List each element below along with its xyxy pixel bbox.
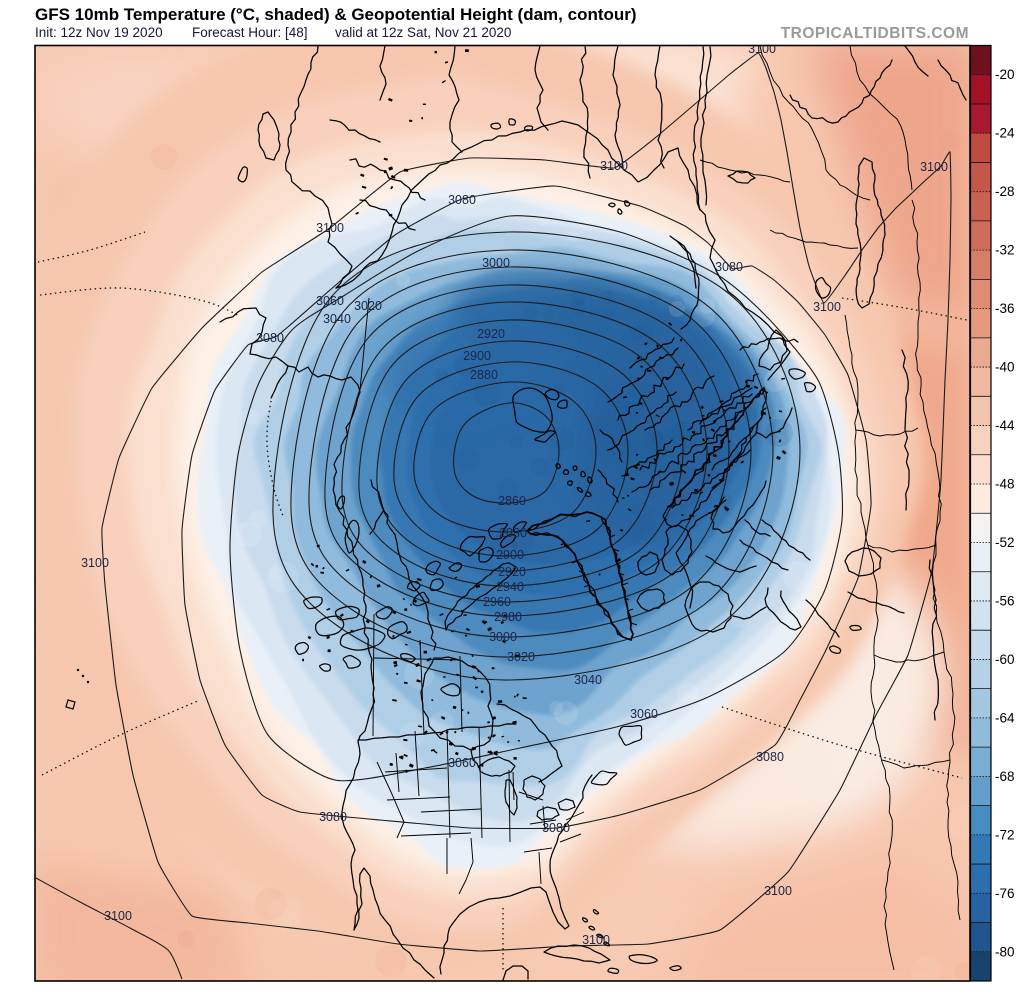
svg-text:3080: 3080 — [542, 821, 570, 835]
svg-text:3060: 3060 — [630, 707, 658, 721]
svg-text:2880: 2880 — [499, 526, 527, 540]
svg-text:-68: -68 — [995, 769, 1015, 784]
svg-text:3100: 3100 — [582, 933, 610, 947]
svg-text:2880: 2880 — [470, 368, 498, 382]
svg-text:-80: -80 — [995, 944, 1015, 959]
svg-text:2900: 2900 — [463, 349, 491, 363]
svg-text:3020: 3020 — [354, 299, 382, 313]
svg-text:3080: 3080 — [715, 260, 743, 274]
svg-text:3080: 3080 — [448, 193, 476, 207]
svg-text:-52: -52 — [995, 535, 1015, 550]
svg-text:3100: 3100 — [104, 909, 132, 923]
svg-text:-44: -44 — [995, 418, 1015, 433]
svg-text:3080: 3080 — [256, 331, 284, 345]
svg-text:3100: 3100 — [764, 884, 792, 898]
svg-text:2860: 2860 — [498, 494, 526, 508]
svg-text:3100: 3100 — [600, 159, 628, 173]
svg-text:-32: -32 — [995, 243, 1015, 258]
svg-text:2900: 2900 — [496, 548, 524, 562]
svg-text:3100: 3100 — [81, 556, 109, 570]
svg-text:-64: -64 — [995, 710, 1015, 725]
svg-text:-48: -48 — [995, 477, 1015, 492]
svg-text:-40: -40 — [995, 360, 1015, 375]
svg-text:3000: 3000 — [489, 630, 517, 644]
svg-text:-20: -20 — [995, 67, 1015, 82]
svg-text:-36: -36 — [995, 301, 1015, 316]
svg-text:3060: 3060 — [316, 294, 344, 308]
svg-text:-56: -56 — [995, 594, 1015, 609]
svg-text:TROPICALTIDBITS.COM: TROPICALTIDBITS.COM — [781, 25, 969, 42]
svg-text:3100: 3100 — [813, 300, 841, 314]
svg-text:-28: -28 — [995, 184, 1015, 199]
svg-text:-72: -72 — [995, 827, 1015, 842]
svg-text:3100: 3100 — [316, 221, 344, 235]
svg-text:3100: 3100 — [920, 160, 948, 174]
svg-text:3020: 3020 — [507, 650, 535, 664]
svg-text:-76: -76 — [995, 886, 1015, 901]
svg-text:3100: 3100 — [748, 42, 776, 56]
svg-text:3060: 3060 — [448, 756, 476, 770]
svg-text:2920: 2920 — [498, 565, 526, 579]
svg-text:3080: 3080 — [319, 810, 347, 824]
svg-text:GFS 10mb Temperature (°C, shad: GFS 10mb Temperature (°C, shaded) & Geop… — [35, 5, 637, 24]
svg-text:3040: 3040 — [323, 312, 351, 326]
svg-text:3080: 3080 — [756, 750, 784, 764]
svg-text:2980: 2980 — [494, 610, 522, 624]
svg-text:-60: -60 — [995, 652, 1015, 667]
svg-text:2920: 2920 — [477, 327, 505, 341]
svg-text:2960: 2960 — [483, 595, 511, 609]
svg-text:-24: -24 — [995, 126, 1015, 141]
svg-text:3000: 3000 — [482, 256, 510, 270]
svg-text:3040: 3040 — [574, 673, 602, 687]
svg-text:2940: 2940 — [496, 580, 524, 594]
